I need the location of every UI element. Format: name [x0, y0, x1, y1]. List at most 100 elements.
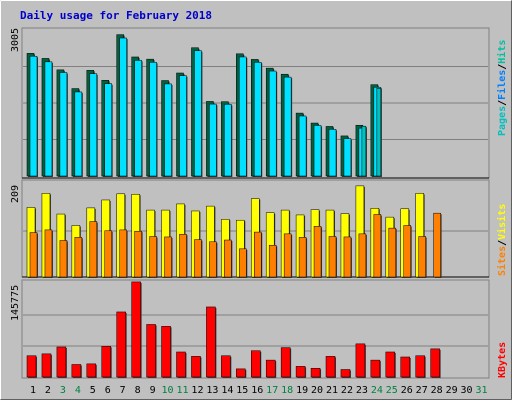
sites-bar [224, 239, 232, 278]
files-bar [59, 72, 68, 177]
x-tick-label: 24 [371, 385, 383, 396]
files-bar [268, 70, 277, 177]
visits-legend-part: Sites [496, 246, 508, 276]
kbytes-bar [355, 343, 366, 378]
pages-bar [361, 125, 367, 177]
x-tick-label: 30 [461, 385, 473, 396]
sites-bar [89, 221, 98, 278]
kbytes-ytick-label: 145775 [10, 285, 21, 321]
x-tick-label: 7 [120, 385, 126, 396]
x-tick-label: 1 [30, 385, 36, 396]
sites-bar [74, 237, 83, 278]
kbytes-bar [325, 356, 336, 378]
hits-legend-part: / [497, 64, 508, 70]
sites-bar [328, 236, 337, 278]
hits-legend-part: Files [496, 70, 508, 100]
x-tick-label: 14 [221, 385, 233, 396]
kbytes-bar [191, 356, 201, 378]
kbytes-bar [176, 351, 186, 378]
visits-legend-part: Visits [496, 204, 508, 240]
bars [26, 34, 442, 378]
files-bar [179, 75, 187, 177]
kbytes-bar [116, 311, 126, 378]
files-bar [224, 104, 232, 177]
files-bar [74, 91, 83, 177]
chart-title: Daily usage for February 2018 [20, 9, 212, 22]
files-bar [283, 76, 292, 177]
sites-bar [313, 226, 322, 278]
kbytes-bar [400, 356, 410, 378]
kbytes-bar [41, 353, 52, 378]
x-tick-label: 16 [251, 385, 263, 396]
kbytes-bar [430, 348, 440, 378]
x-tick-label: 10 [162, 385, 174, 396]
x-tick-label: 23 [356, 385, 368, 396]
kbytes-bar [280, 347, 291, 378]
sites-bar [403, 225, 411, 278]
x-tick-label: 29 [446, 385, 458, 396]
sites-bar [418, 236, 426, 278]
visits-legend: Sites/Visits [496, 204, 508, 276]
files-bar [44, 61, 53, 177]
kbytes-bar [71, 364, 82, 378]
sites-bar [298, 237, 307, 278]
sites-bar [44, 229, 53, 278]
files-bar [239, 56, 247, 177]
kbytes-bar [370, 359, 381, 378]
sites-bar [194, 239, 202, 278]
hits-legend-part: Hits [496, 40, 508, 64]
kbytes-bar [340, 369, 351, 378]
x-tick-label: 20 [311, 385, 323, 396]
files-bar [149, 62, 157, 177]
kbytes-bar [146, 324, 156, 378]
sites-bar [59, 240, 68, 278]
sites-bar [254, 231, 262, 278]
kbytes-legend: KBytes [497, 342, 508, 378]
sites-bar [179, 234, 187, 278]
hits-legend-part: Pages [497, 106, 508, 136]
sites-bar [119, 229, 127, 278]
files-bar [298, 115, 307, 177]
kbytes-bar [221, 355, 231, 378]
sites-bar [29, 232, 38, 278]
x-tick-label: 3 [60, 385, 66, 396]
x-tick-label: 18 [281, 385, 293, 396]
kbytes-bar [415, 355, 425, 378]
x-tick-label: 6 [105, 385, 111, 396]
kbytes-bar [310, 367, 321, 378]
sites-bar [149, 236, 157, 278]
sites-bar [373, 214, 382, 278]
files-bar [343, 138, 352, 177]
files-bar [209, 103, 217, 177]
y-tick-labels: 3005 209 145775 [10, 28, 21, 321]
pages-bar [376, 88, 382, 177]
kbytes-legend-part: KBytes [497, 342, 508, 378]
x-tick-label: 11 [176, 385, 188, 396]
files-bar [104, 83, 112, 177]
x-tick-label: 8 [135, 385, 141, 396]
files-bar [328, 129, 337, 177]
files-bar [254, 62, 262, 177]
x-tick-label: 19 [296, 385, 308, 396]
kbytes-bar [86, 363, 97, 378]
x-tick-label: 26 [401, 385, 413, 396]
files-bar [89, 73, 98, 177]
files-bar [164, 83, 172, 177]
x-tick-label: 15 [236, 385, 248, 396]
sites-bar [433, 212, 441, 278]
x-tick-label: 17 [266, 385, 278, 396]
kbytes-bar [251, 350, 261, 378]
x-tick-label: 4 [75, 385, 81, 396]
x-tick-label: 28 [431, 385, 443, 396]
sites-bar [388, 227, 397, 278]
kbytes-bar [161, 326, 171, 378]
visits-legend-part: / [497, 240, 508, 246]
x-tick-label: 9 [150, 385, 156, 396]
sites-bar [358, 233, 367, 278]
x-tick-label: 21 [326, 385, 338, 396]
sites-bar [164, 236, 172, 278]
x-tick-label: 31 [475, 385, 487, 396]
kbytes-bar [206, 306, 216, 378]
